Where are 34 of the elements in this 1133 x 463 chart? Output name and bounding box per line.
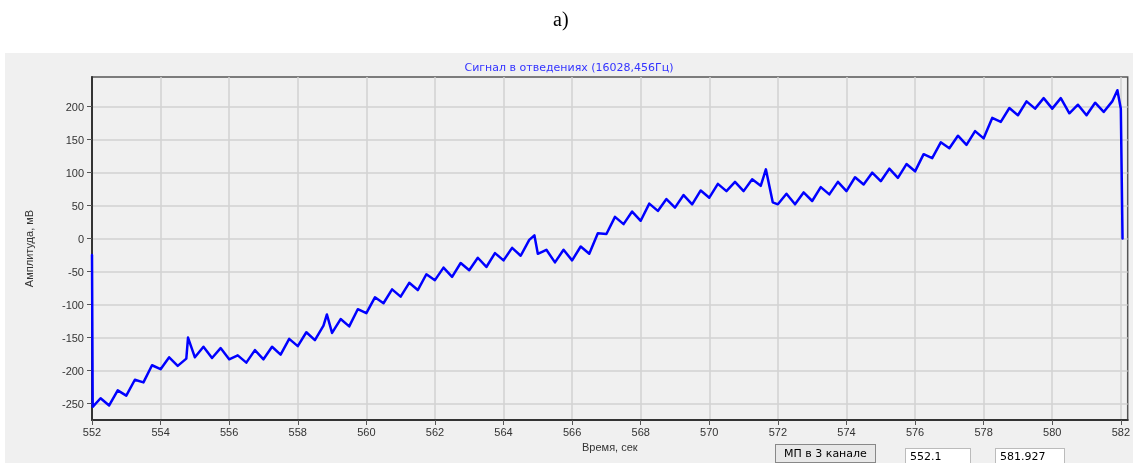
x-tick-label: 572 (768, 425, 788, 438)
y-axis-title: Амплитуда, мВ (22, 209, 35, 288)
x-tick-label: 558 (288, 425, 307, 438)
y-tick-label: -100 (61, 298, 84, 311)
x-tick-label: 552 (82, 425, 102, 438)
x-tick-label: 580 (1043, 425, 1062, 438)
button: МП в 3 канале (775, 444, 876, 463)
text-field: 552.1 (905, 448, 971, 463)
x-tick-label: 570 (700, 425, 719, 438)
x-tick-label: 554 (151, 425, 170, 438)
x-tick-label: 578 (974, 425, 993, 438)
line-series (90, 88, 1124, 409)
x-tick-label: 564 (494, 425, 513, 438)
x-tick-label: 576 (905, 425, 925, 438)
x-tick-label: 560 (357, 425, 376, 438)
x-tick-label: 562 (425, 425, 445, 438)
y-tick-label: 50 (71, 199, 84, 212)
y-tick-label: -250 (61, 397, 84, 410)
x-tick-label: 568 (631, 425, 650, 438)
y-tick-label: -50 (68, 265, 84, 278)
y-tick-label: -200 (61, 364, 84, 377)
y-tick-label: 200 (65, 100, 84, 113)
y-tick-label: 100 (65, 166, 84, 179)
text: a) (553, 8, 569, 31)
x-tick-label: 556 (220, 425, 239, 438)
x-tick-label: 574 (837, 425, 856, 438)
y-tick-label: -150 (61, 331, 84, 344)
text-field: 581.927 (995, 448, 1065, 463)
y-tick-label: 0 (77, 232, 84, 245)
chart-title: Сигнал в отведениях (16028,456Гц) (464, 61, 674, 74)
y-tick-label: 150 (65, 133, 84, 146)
x-tick-label: 566 (562, 425, 582, 438)
x-axis-title: Время, сек (582, 441, 638, 454)
x-tick-label: 582 (1111, 425, 1130, 438)
